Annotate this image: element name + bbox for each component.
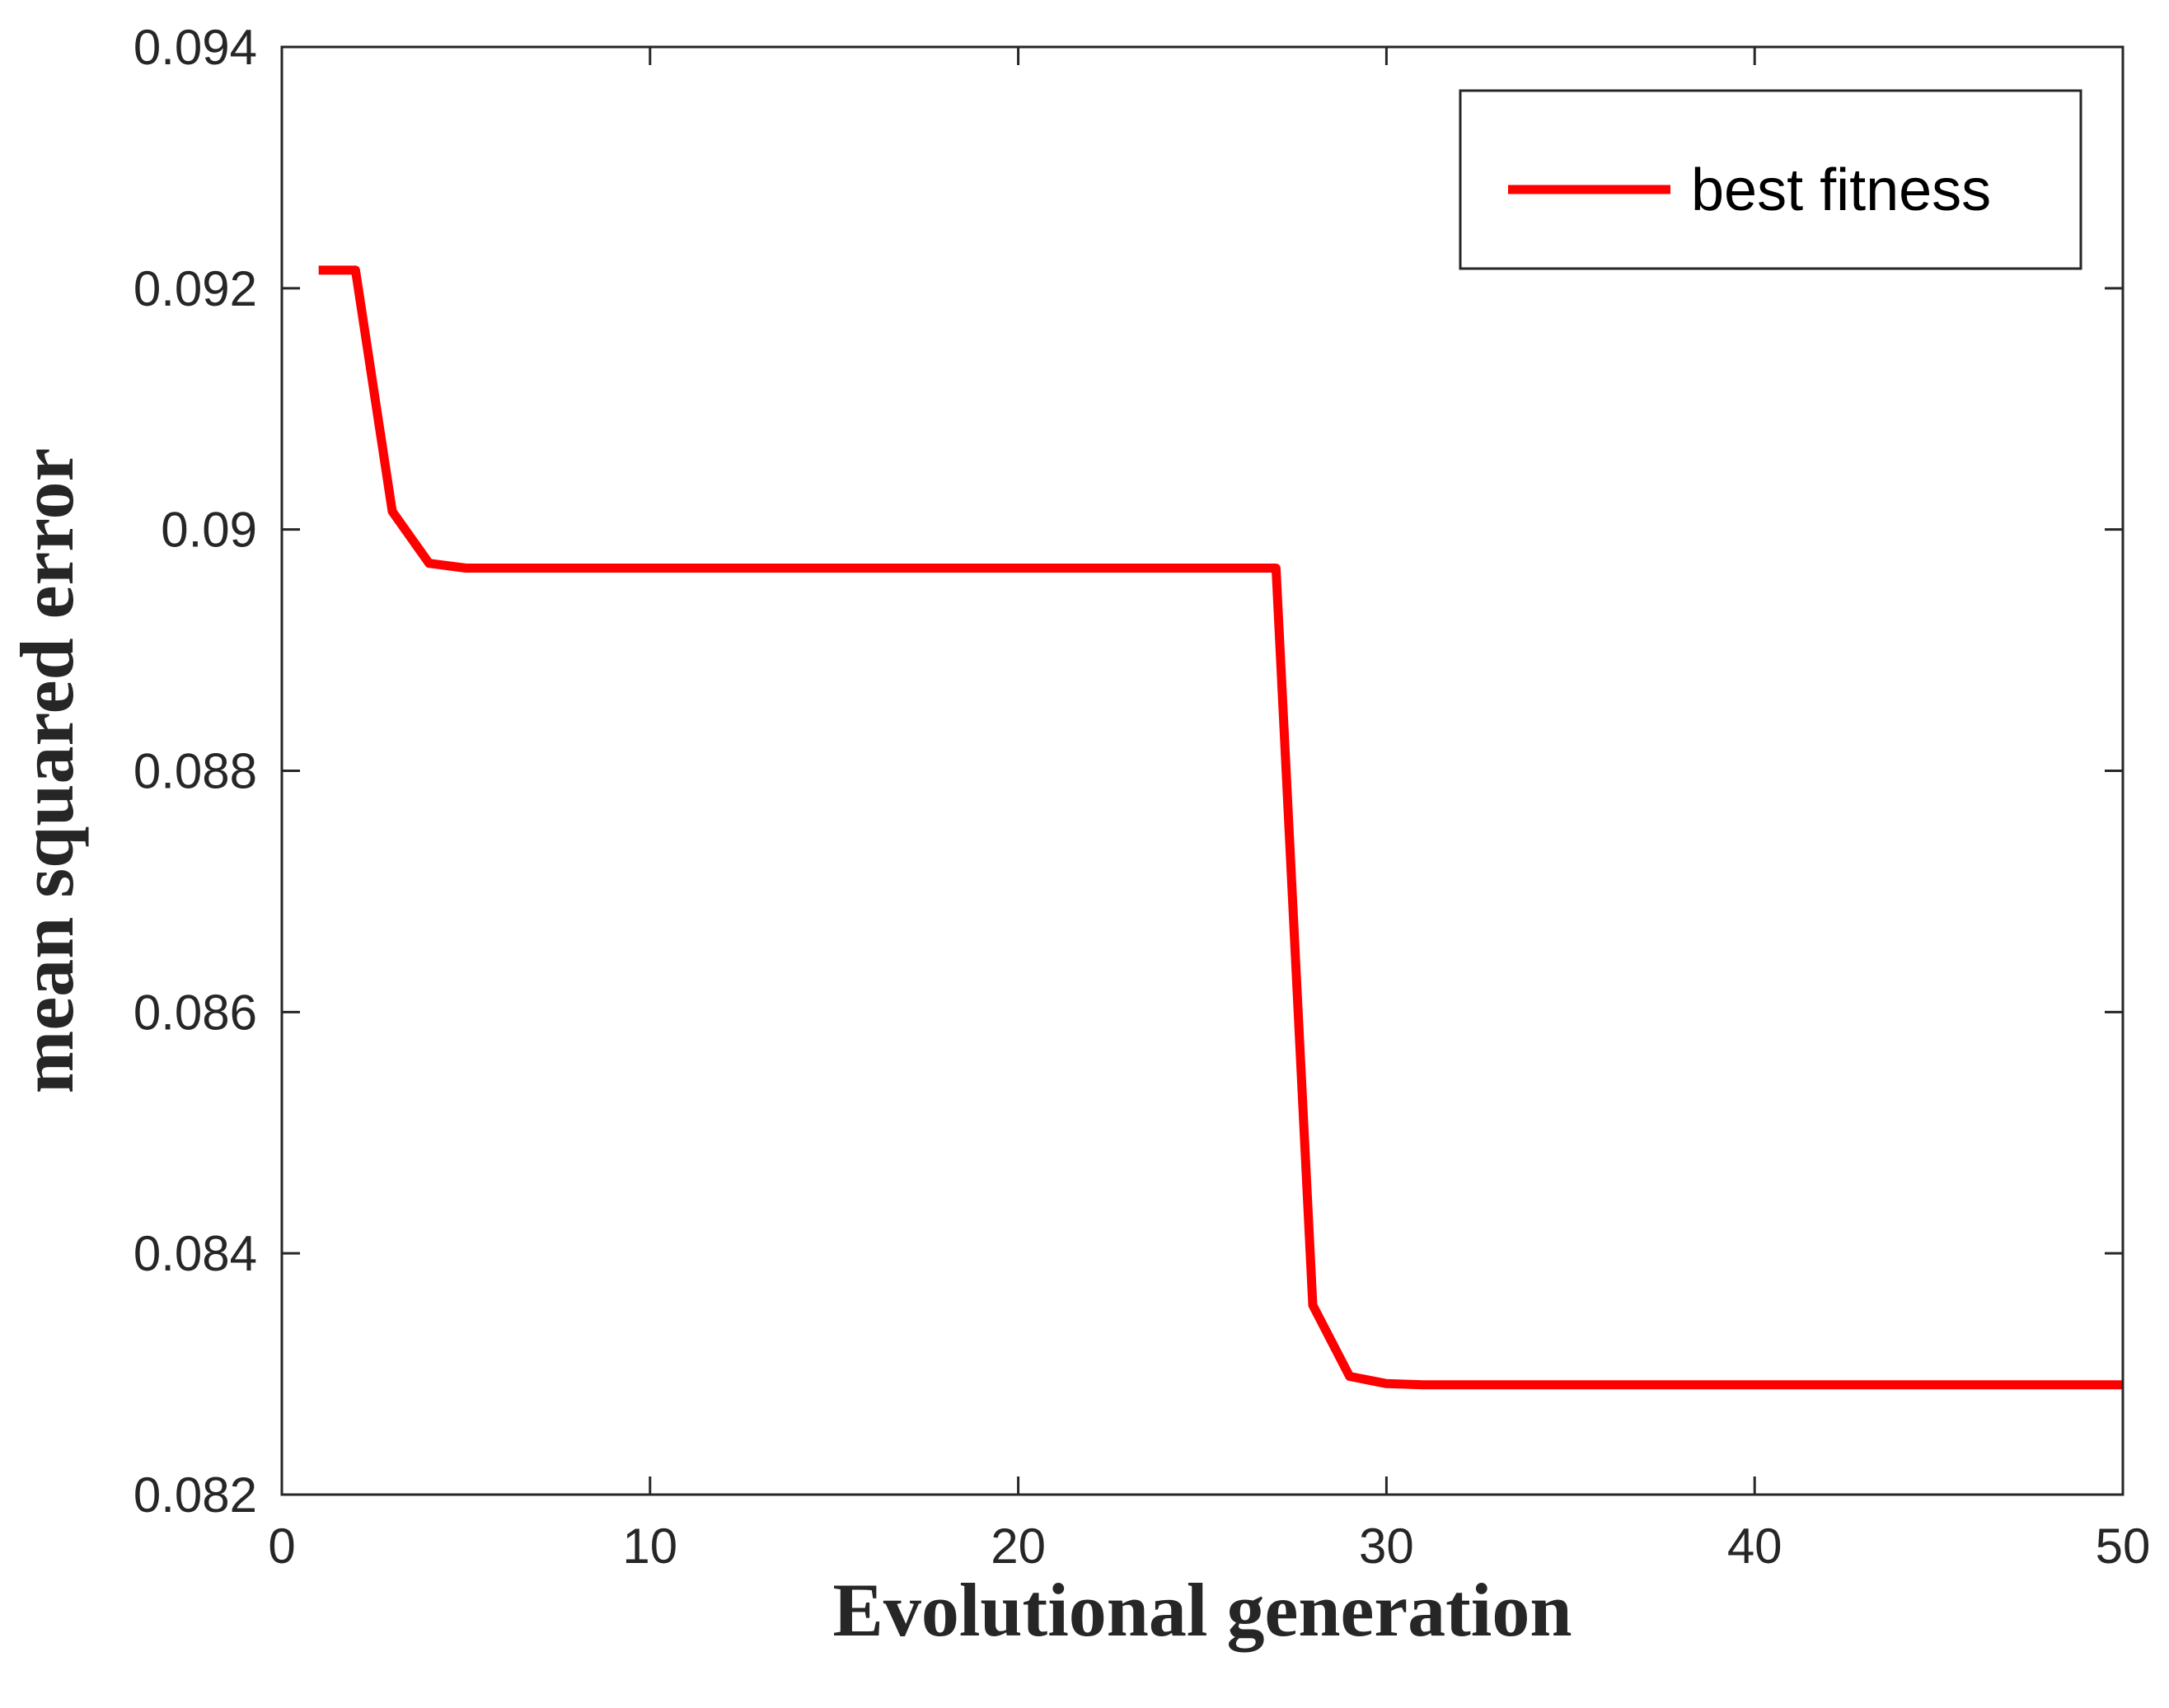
y-tick-label: 0.09 <box>161 503 257 558</box>
y-tick-label: 0.084 <box>134 1226 257 1281</box>
x-tick-label: 50 <box>2096 1518 2151 1574</box>
y-tick-label: 0.082 <box>134 1467 257 1523</box>
plot-area <box>318 265 2123 1390</box>
legend: best fitness <box>1459 89 2082 270</box>
y-tick-label: 0.092 <box>134 261 257 316</box>
legend-box <box>1459 89 2082 270</box>
x-tick-label: 20 <box>991 1518 1046 1574</box>
legend-label: best fitness <box>1691 157 1991 223</box>
y-axis-title: mean squared error <box>5 448 89 1094</box>
axes: 0 10 20 30 40 50 0.082 0.084 0.086 0.088 0.09 0.092… <box>134 20 2151 1574</box>
y-tick-label: 0.086 <box>134 985 257 1040</box>
x-tick-label: 10 <box>622 1518 677 1574</box>
y-tick-label: 0.088 <box>134 744 257 799</box>
y-tick-label: 0.094 <box>134 20 257 75</box>
series-line-0 <box>318 265 2123 1390</box>
x-tick-label: 30 <box>1359 1518 1414 1574</box>
x-axis-title: Evolutional generation <box>832 1568 1572 1652</box>
x-tick-label: 0 <box>268 1518 295 1574</box>
x-tick-label: 40 <box>1727 1518 1783 1574</box>
